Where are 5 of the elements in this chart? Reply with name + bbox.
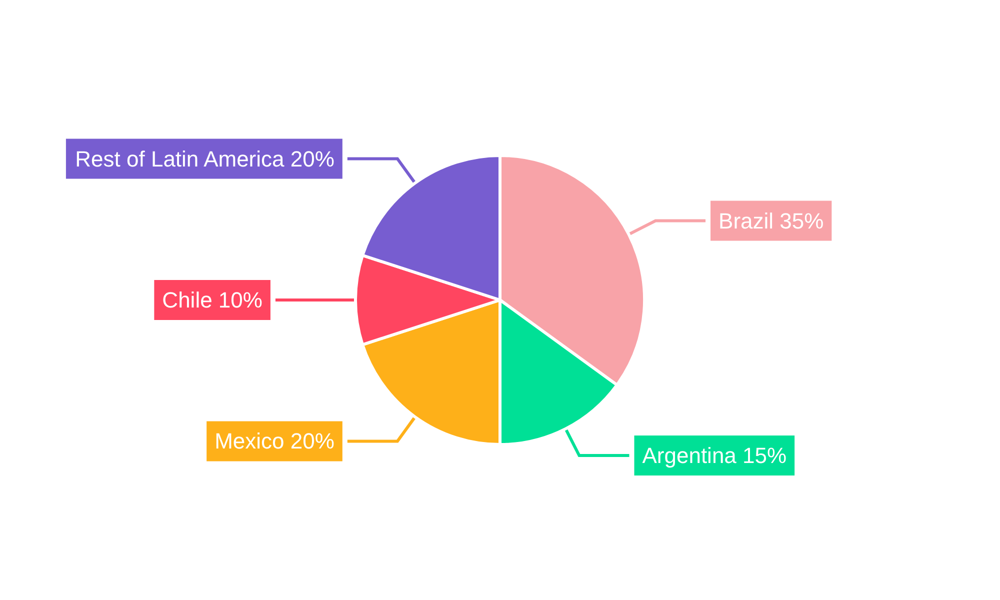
slice-label: Chile 10% bbox=[162, 288, 262, 312]
slice-label: Mexico 20% bbox=[214, 428, 334, 454]
slice-label: Brazil 35% bbox=[718, 208, 824, 234]
slice-label: Rest of Latin America 20% bbox=[75, 146, 334, 172]
slice-label: Argentina 15% bbox=[642, 443, 787, 468]
